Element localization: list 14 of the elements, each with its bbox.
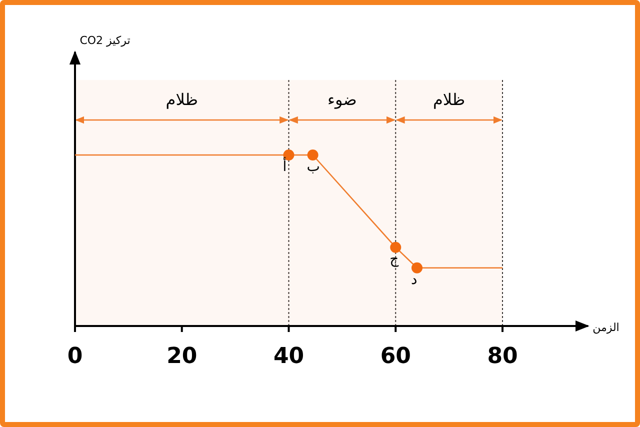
text: تركيز CO2 [80, 34, 130, 47]
annotation: أ [282, 157, 287, 175]
annotation: د [411, 272, 418, 288]
x-tick-label: 80 [487, 344, 518, 369]
annotation: ب [306, 159, 320, 175]
x-tick-label: 60 [380, 344, 411, 369]
band-label: ظلام [166, 90, 198, 109]
band-label: ظلام [432, 90, 466, 109]
annotation: ج [390, 251, 400, 268]
band-label: ضوء [328, 90, 357, 109]
x-axis-title: الزمن [592, 321, 620, 334]
x-tick-label: 0 [67, 344, 83, 369]
x-tick-label: 40 [273, 344, 304, 369]
x-tick-label: 20 [166, 344, 198, 369]
